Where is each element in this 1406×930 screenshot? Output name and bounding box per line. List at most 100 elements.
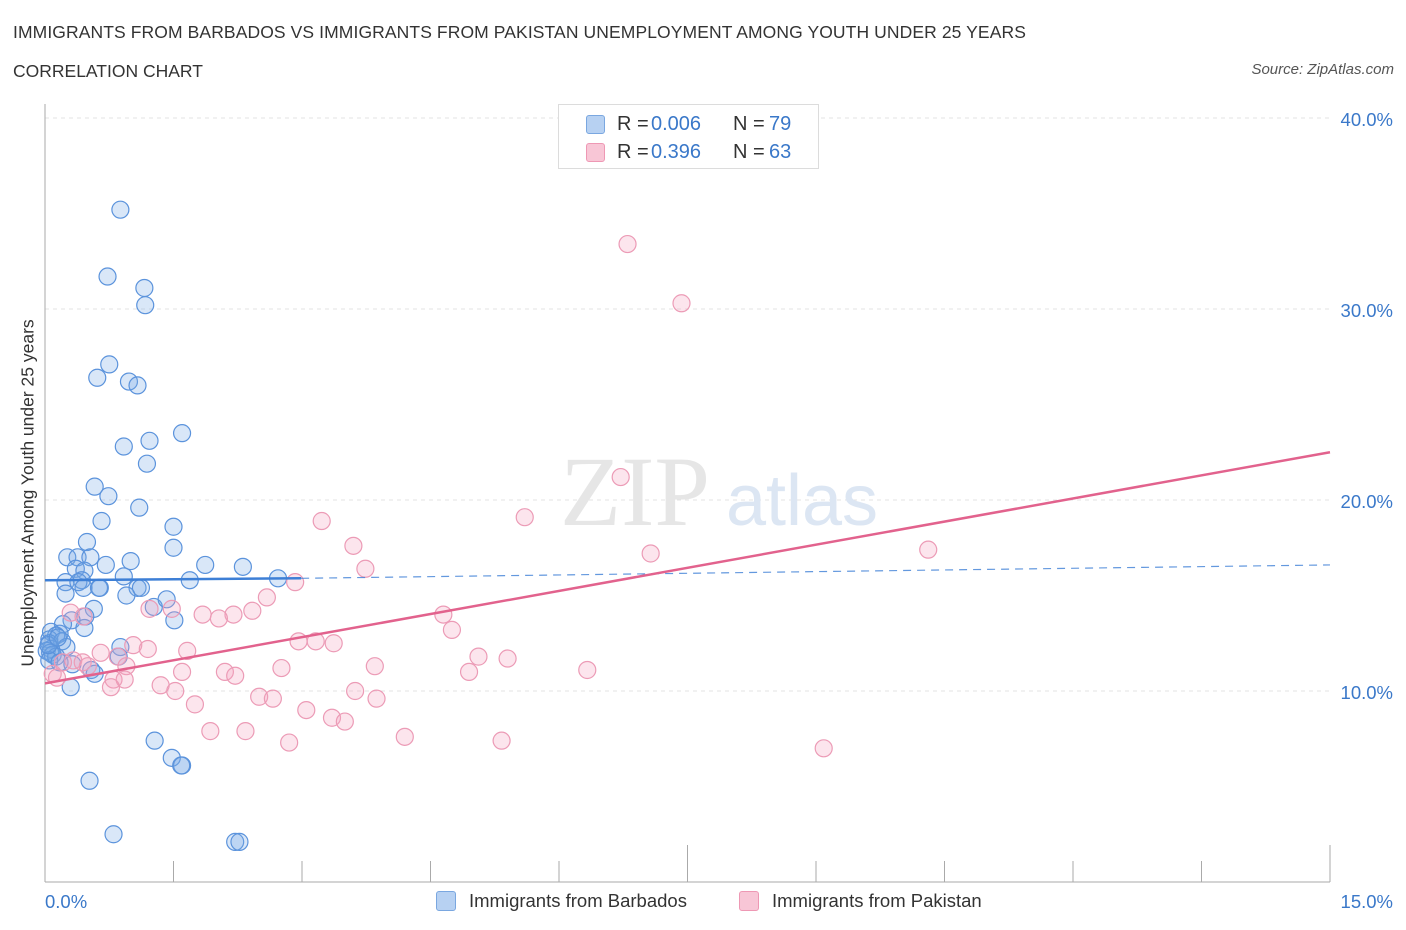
pakistan-point [515, 508, 534, 527]
barbados-point [96, 555, 115, 575]
chart-subtitle: CORRELATION CHART [13, 61, 203, 81]
legend-item-pakistan[interactable]: Immigrants from Pakistan [739, 890, 982, 912]
pakistan-point [209, 609, 229, 628]
watermark-atlas: atlas [726, 461, 878, 541]
pakistan-point [236, 722, 255, 741]
source-note: Source: ZipAtlas.com [1251, 61, 1394, 78]
pakistan-point [814, 739, 833, 758]
grid-layer [45, 117, 1330, 692]
barbados-trend-line [44, 577, 302, 582]
barbados-point [164, 538, 183, 557]
barbados-point [121, 552, 140, 571]
pakistan-point [91, 643, 110, 662]
barbados-trend-extension [301, 564, 1331, 579]
barbados-point [48, 628, 67, 647]
pakistan-point [367, 689, 386, 708]
pakistan-point [185, 695, 205, 714]
pakistan-point [434, 605, 453, 624]
pakistan-point [469, 647, 488, 666]
barbados-point [100, 355, 119, 374]
legend-label-pakistan: Immigrants from Pakistan [772, 890, 982, 911]
pakistan-point [312, 511, 331, 531]
stats-legend-row-pakistan: R = 0.396 N = 63 [559, 138, 791, 166]
r-label: R = [617, 112, 649, 135]
barbados-point [69, 573, 88, 592]
pakistan-point [47, 668, 67, 687]
watermark-zip: ZIP [560, 436, 710, 547]
stats-legend-row-barbados: R = 0.006 N = 79 [559, 110, 791, 138]
barbados-point [233, 557, 252, 576]
pakistan-point [344, 536, 363, 555]
stats-legend: R = 0.006 N = 79 R = 0.396 N = 63 [558, 104, 819, 169]
barbados-point [157, 590, 176, 609]
pakistan-point [306, 632, 325, 651]
pakistan-point [335, 712, 354, 731]
pakistan-point [919, 540, 938, 559]
pakistan-point [641, 544, 660, 563]
pakistan-point [286, 573, 305, 592]
barbados-point [130, 498, 149, 517]
barbados-point [226, 832, 245, 851]
label-layer: 10.0% 20.0% 30.0% 40.0% 0.0% 15.0% [45, 109, 1393, 912]
barbados-swatch [586, 114, 605, 134]
pakistan-point [442, 620, 462, 639]
barbados-point [104, 825, 123, 844]
pakistan-point [172, 662, 192, 682]
barbados-point [119, 372, 139, 391]
pakistan-legend-swatch [739, 891, 759, 911]
axis-layer [44, 104, 1331, 883]
barbados-point [80, 771, 99, 790]
legend-item-barbados[interactable]: Immigrants from Barbados [436, 890, 687, 912]
pakistan-point [365, 657, 384, 676]
n-value: 79 [769, 112, 792, 135]
barbados-point [136, 296, 155, 315]
barbados-point [98, 267, 117, 286]
pakistan-point [289, 632, 308, 651]
pakistan-point [224, 605, 243, 624]
barbados-point [85, 477, 104, 496]
pakistan-point [178, 641, 197, 660]
barbados-legend-swatch [436, 891, 456, 911]
pakistan-point [162, 599, 181, 618]
pakistan-point [215, 662, 234, 682]
barbados-point [99, 487, 118, 506]
y-tick-label: 40.0% [1341, 109, 1393, 130]
pakistan-point [492, 731, 511, 750]
barbados-point [140, 431, 159, 450]
barbados-points [37, 200, 288, 851]
pakistan-point [611, 467, 630, 487]
pakistan-point [201, 722, 220, 741]
barbados-point [114, 567, 133, 586]
pakistan-point [140, 599, 159, 618]
y-tick-label: 30.0% [1341, 300, 1393, 321]
barbados-point [162, 748, 181, 767]
barbados-point [81, 548, 100, 567]
y-tick-label: 20.0% [1341, 491, 1393, 512]
trend-layer [44, 451, 1331, 685]
barbados-point [111, 200, 130, 219]
barbados-point [74, 578, 93, 597]
barbados-point [145, 731, 164, 750]
n-label: N = [733, 140, 765, 163]
barbados-point [172, 756, 191, 775]
pakistan-point [124, 636, 143, 655]
pakistan-point [74, 607, 93, 626]
r-label: R = [617, 140, 649, 163]
pakistan-points [43, 234, 938, 758]
pakistan-point [459, 662, 479, 682]
barbados-point [164, 517, 183, 536]
barbados-point [135, 278, 154, 298]
pakistan-point [166, 681, 185, 701]
barbados-point [77, 532, 97, 552]
barbados-point [165, 611, 184, 630]
x-tick-label: 15.0% [1341, 891, 1393, 912]
pakistan-point [578, 660, 597, 680]
pakistan-point [263, 689, 282, 708]
barbados-point [128, 376, 147, 395]
pakistan-point [272, 658, 291, 678]
pakistan-point [297, 700, 316, 720]
barbados-point [196, 555, 215, 575]
x-tick-label: 0.0% [45, 891, 87, 912]
r-value: 0.396 [651, 140, 702, 163]
pakistan-point [324, 634, 343, 653]
